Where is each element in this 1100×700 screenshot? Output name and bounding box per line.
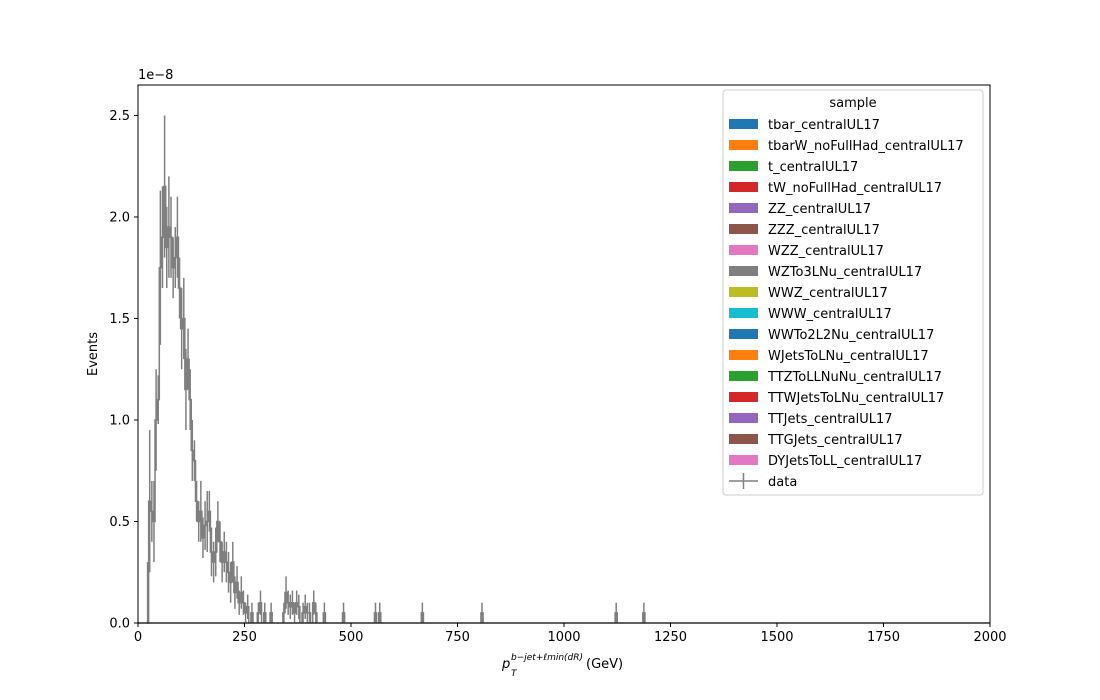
- x-axis-label-sup: b−jet+ℓmin(dR): [511, 653, 583, 663]
- legend-label-data: data: [768, 475, 797, 490]
- legend-swatch: [729, 434, 758, 444]
- legend-label: tbarW_noFullHad_centralUL17: [768, 139, 964, 154]
- y-tick-label: 1.5: [109, 312, 130, 327]
- legend-label: WJetsToLNu_centralUL17: [768, 349, 929, 364]
- x-tick-label: 0: [134, 630, 142, 645]
- y-tick-label: 1.0: [109, 413, 130, 428]
- legend-swatch: [729, 392, 758, 402]
- x-axis-label-base: p: [501, 657, 510, 672]
- x-tick-label: 250: [232, 630, 257, 645]
- legend-swatch: [729, 224, 758, 234]
- legend-label: ZZZ_centralUL17: [768, 223, 880, 238]
- legend-label: TTZToLLNuNu_centralUL17: [767, 370, 942, 385]
- x-axis-label: p T b−jet+ℓmin(dR) (GeV): [501, 653, 623, 679]
- legend-label: TTWJetsToLNu_centralUL17: [767, 391, 944, 406]
- legend-swatch: [729, 119, 758, 129]
- y-axis: 0.0 0.5 1.0 1.5 2.0 2.5: [109, 109, 138, 632]
- x-axis-label-sub: T: [511, 669, 518, 679]
- legend-swatch: [729, 287, 758, 297]
- legend-label: WWW_centralUL17: [768, 307, 892, 322]
- legend-label: tW_noFullHad_centralUL17: [768, 181, 942, 196]
- legend-swatch: [729, 413, 758, 423]
- legend-label: t_centralUL17: [768, 160, 858, 175]
- x-tick-label: 500: [339, 630, 364, 645]
- x-tick-label: 1750: [867, 630, 900, 645]
- x-tick-label: 1000: [547, 630, 580, 645]
- legend-swatch: [729, 350, 758, 360]
- legend-swatch: [729, 371, 758, 381]
- x-tick-label: 1500: [760, 630, 793, 645]
- legend-swatch: [729, 308, 758, 318]
- legend-swatch: [729, 182, 758, 192]
- legend-label: DYJetsToLL_centralUL17: [768, 454, 922, 469]
- y-tick-label: 2.5: [109, 109, 130, 124]
- x-axis-label-math-base: p: [501, 657, 510, 672]
- y-axis-label: Events: [86, 332, 101, 376]
- x-tick-label: 750: [445, 630, 470, 645]
- x-axis: 0 250 500 750 1000 1250 1500 1750 2000: [134, 623, 1007, 645]
- legend-label: WZTo3LNu_centralUL17: [768, 265, 922, 280]
- legend-swatch: [729, 245, 758, 255]
- legend-label: WWTo2L2Nu_centralUL17: [768, 328, 934, 343]
- legend-label: TTJets_centralUL17: [767, 412, 893, 427]
- legend-swatch: [729, 140, 758, 150]
- legend-title: sample: [829, 96, 876, 111]
- legend-swatch: [729, 203, 758, 213]
- legend-swatch: [729, 266, 758, 276]
- legend-entries: tbar_centralUL17 tbarW_noFullHad_centralU…: [729, 118, 964, 490]
- y-tick-label: 2.0: [109, 210, 130, 225]
- y-offset-text: 1e−8: [138, 68, 173, 83]
- legend-label: WZZ_centralUL17: [768, 244, 884, 259]
- legend-label: WWZ_centralUL17: [768, 286, 888, 301]
- legend-swatch: [729, 455, 758, 465]
- x-tick-label: 1250: [654, 630, 687, 645]
- x-axis-label-unit: (GeV): [586, 657, 623, 672]
- legend-label: tbar_centralUL17: [768, 118, 880, 133]
- x-tick-label: 2000: [973, 630, 1006, 645]
- legend: sample tbar_centralUL17 tbarW_noFullHad_c…: [722, 89, 984, 496]
- legend-box: [722, 89, 984, 496]
- legend-label: TTGJets_centralUL17: [767, 433, 903, 448]
- y-tick-label: 0.0: [109, 617, 130, 632]
- legend-swatch: [729, 329, 758, 339]
- legend-swatch: [729, 161, 758, 171]
- legend-label: ZZ_centralUL17: [768, 202, 871, 217]
- y-tick-label: 0.5: [109, 515, 130, 530]
